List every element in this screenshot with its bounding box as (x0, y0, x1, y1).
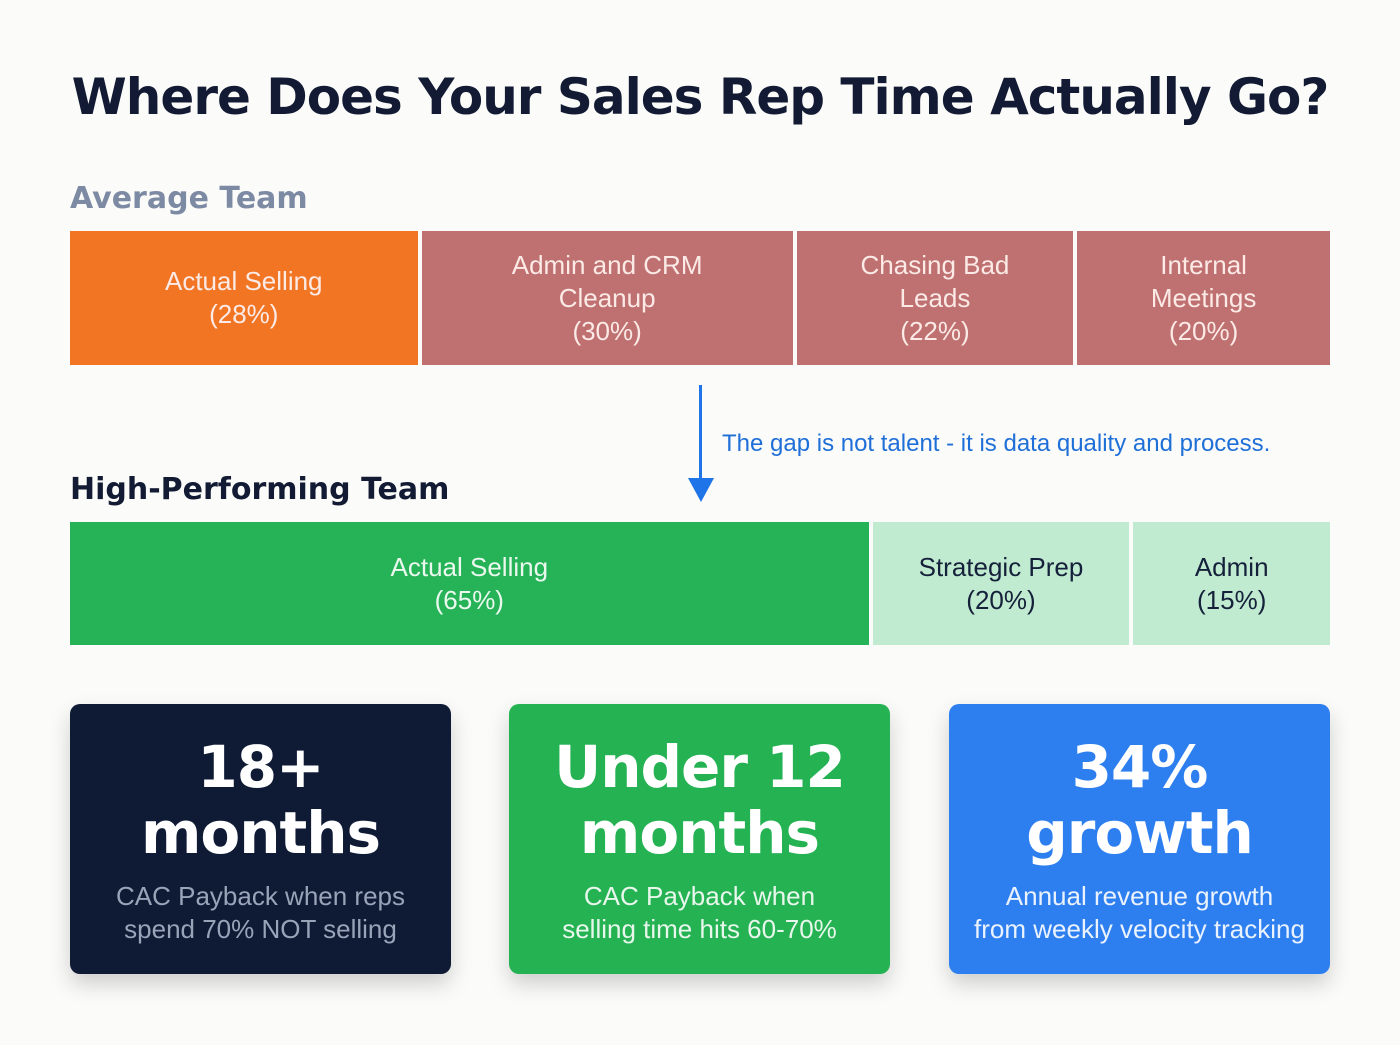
high-performing-team-bar: Actual Selling (65%) Strategic Prep (20%… (70, 522, 1330, 645)
segment-admin: Admin (15%) (1133, 522, 1330, 645)
stat-description: CAC Payback when reps spend 70% NOT sell… (115, 881, 406, 944)
stat-card-growth: 34% growth Annual revenue growth from we… (949, 704, 1330, 974)
segment-internal-meetings: Internal Meetings (20%) (1077, 231, 1330, 365)
average-team-bar: Actual Selling (28%) Admin and CRM Clean… (70, 231, 1330, 365)
stat-value: 18+ months (140, 733, 381, 867)
stat-value: 34% growth (1026, 733, 1254, 867)
average-team-label: Average Team (70, 181, 308, 216)
segment-actual-selling: Actual Selling (28%) (70, 231, 418, 365)
stat-description: CAC Payback when selling time hits 60-70… (562, 881, 837, 944)
stat-card-cac-slow: 18+ months CAC Payback when reps spend 7… (70, 704, 451, 974)
down-arrow-icon (699, 385, 702, 480)
page-title: Where Does Your Sales Rep Time Actually … (71, 68, 1330, 126)
gap-annotation: The gap is not talent - it is data quali… (722, 430, 1271, 457)
stat-description: Annual revenue growth from weekly veloci… (974, 881, 1305, 944)
high-performing-team-label: High-Performing Team (70, 472, 450, 507)
stat-value: Under 12 months (554, 733, 846, 867)
stat-card-cac-fast: Under 12 months CAC Payback when selling… (509, 704, 890, 974)
segment-chasing-leads: Chasing Bad Leads (22%) (796, 231, 1074, 365)
arrow-head-icon (688, 478, 714, 502)
stat-cards: 18+ months CAC Payback when reps spend 7… (70, 704, 1330, 974)
segment-actual-selling: Actual Selling (65%) (70, 522, 869, 645)
segment-admin-crm: Admin and CRM Cleanup (30%) (421, 231, 793, 365)
segment-strategic-prep: Strategic Prep (20%) (872, 522, 1130, 645)
